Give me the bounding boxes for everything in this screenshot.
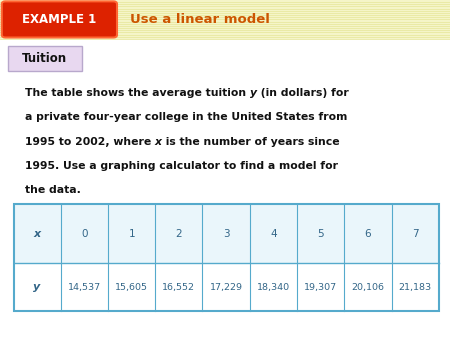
Text: (in dollars) for: (in dollars) for <box>257 88 348 98</box>
Text: 6: 6 <box>364 229 371 239</box>
Text: 4: 4 <box>270 229 277 239</box>
Text: 20,106: 20,106 <box>351 283 384 291</box>
Text: a private four-year college in the United States from: a private four-year college in the Unite… <box>25 112 347 122</box>
FancyBboxPatch shape <box>8 46 82 71</box>
Text: the data.: the data. <box>25 185 81 195</box>
FancyBboxPatch shape <box>0 39 450 338</box>
Text: 0: 0 <box>81 229 88 239</box>
Text: 2: 2 <box>176 229 182 239</box>
FancyBboxPatch shape <box>14 204 439 263</box>
Text: 15,605: 15,605 <box>115 283 148 291</box>
Text: 1995. Use a graphing calculator to find a model for: 1995. Use a graphing calculator to find … <box>25 161 338 171</box>
Text: 17,229: 17,229 <box>210 283 243 291</box>
Text: EXAMPLE 1: EXAMPLE 1 <box>22 13 97 26</box>
Text: x: x <box>155 137 162 147</box>
FancyBboxPatch shape <box>2 1 117 38</box>
Text: is the number of years since: is the number of years since <box>162 137 339 147</box>
Text: 16,552: 16,552 <box>162 283 195 291</box>
Text: The table shows the average tuition: The table shows the average tuition <box>25 88 250 98</box>
Text: 14,537: 14,537 <box>68 283 101 291</box>
Text: 21,183: 21,183 <box>399 283 432 291</box>
Text: 7: 7 <box>412 229 418 239</box>
FancyBboxPatch shape <box>0 0 450 39</box>
Text: 3: 3 <box>223 229 230 239</box>
Text: 5: 5 <box>317 229 324 239</box>
Text: y: y <box>33 282 41 292</box>
Text: 1: 1 <box>128 229 135 239</box>
FancyBboxPatch shape <box>14 263 439 311</box>
Text: 19,307: 19,307 <box>304 283 337 291</box>
Text: Use a linear model: Use a linear model <box>130 13 270 26</box>
Text: 18,340: 18,340 <box>257 283 290 291</box>
Text: 1995 to 2002, where: 1995 to 2002, where <box>25 137 155 147</box>
Text: y: y <box>250 88 257 98</box>
Text: x: x <box>34 229 40 239</box>
Text: Tuition: Tuition <box>22 52 68 65</box>
